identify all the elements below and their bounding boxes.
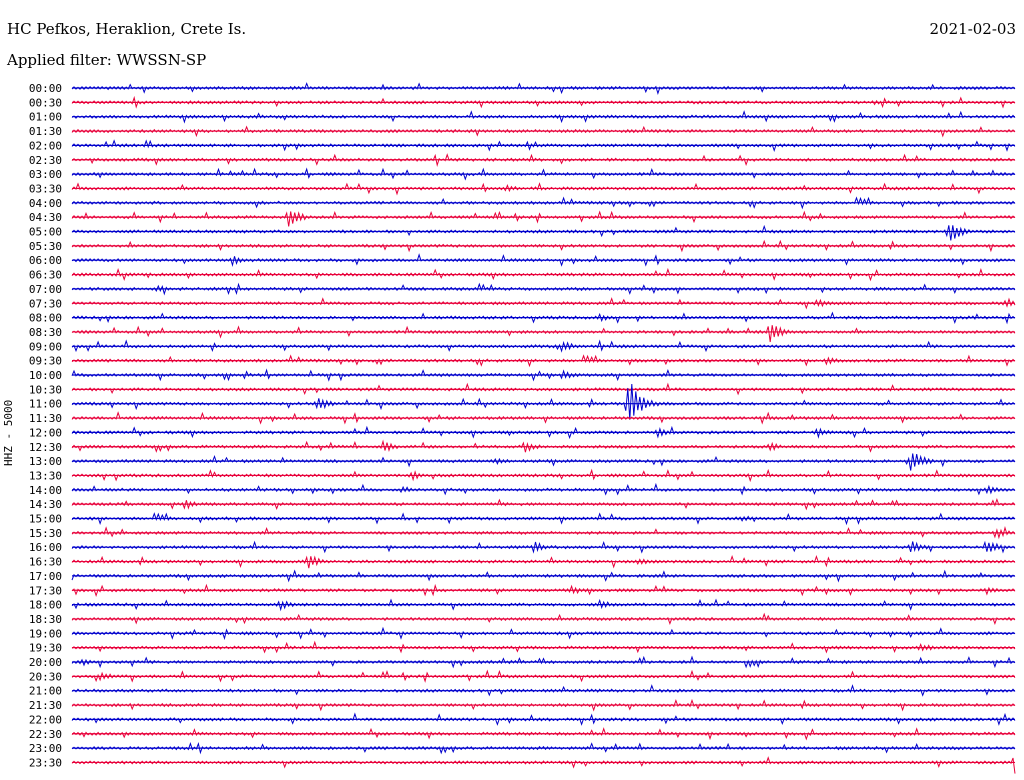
trace-time-label: 07:30 (29, 297, 62, 310)
trace-time-label: 15:00 (29, 513, 62, 526)
trace-time-label: 12:00 (29, 426, 62, 439)
seismic-trace (71, 756, 1016, 774)
trace-time-label: 09:00 (29, 340, 62, 353)
trace-time-label: 20:30 (29, 670, 62, 683)
trace-time-label: 05:30 (29, 240, 62, 253)
trace-time-label: 19:30 (29, 642, 62, 655)
trace-time-label: 06:00 (29, 254, 62, 267)
trace-time-label: 06:30 (29, 269, 62, 282)
trace-time-label: 01:30 (29, 125, 62, 138)
station-title: HC Pefkos, Heraklion, Crete Is. (7, 20, 247, 38)
trace-time-label: 14:30 (29, 498, 62, 511)
trace-time-label: 03:00 (29, 168, 62, 181)
date-label: 2021-02-03 (929, 20, 1016, 38)
trace-time-label: 00:30 (29, 96, 62, 109)
seismic-trace (71, 153, 1016, 167)
trace-time-label: 19:00 (29, 627, 62, 640)
trace-time-label: 23:00 (29, 742, 62, 755)
trace-time-label: 07:00 (29, 283, 62, 296)
trace-time-label: 00:00 (29, 82, 62, 95)
trace-time-label: 04:30 (29, 211, 62, 224)
trace-time-label: 23:30 (29, 756, 62, 769)
seismic-trace (71, 224, 1016, 241)
trace-time-label: 10:30 (29, 383, 62, 396)
trace-time-label: 13:30 (29, 469, 62, 482)
trace-time-label: 04:00 (29, 197, 62, 210)
trace-time-label: 11:00 (29, 398, 62, 411)
trace-time-label: 08:00 (29, 312, 62, 325)
trace-time-label: 02:30 (29, 154, 62, 167)
trace-time-label: 03:30 (29, 182, 62, 195)
trace-time-label: 10:00 (29, 369, 62, 382)
trace-time-label: 21:30 (29, 699, 62, 712)
trace-time-label: 16:00 (29, 541, 62, 554)
trace-time-label: 02:00 (29, 139, 62, 152)
seismic-trace (71, 554, 1016, 569)
trace-time-label: 08:30 (29, 326, 62, 339)
trace-time-label: 20:00 (29, 656, 62, 669)
seismic-trace (71, 210, 1016, 227)
trace-time-label: 12:30 (29, 441, 62, 454)
trace-time-label: 18:00 (29, 599, 62, 612)
trace-time-label: 14:00 (29, 484, 62, 497)
seismic-trace (71, 325, 1016, 343)
seismic-trace (71, 453, 1016, 471)
trace-time-label: 09:30 (29, 355, 62, 368)
trace-time-label: 01:00 (29, 111, 62, 124)
trace-time-label: 18:30 (29, 613, 62, 626)
trace-time-label: 05:00 (29, 226, 62, 239)
trace-time-label: 11:30 (29, 412, 62, 425)
trace-time-label: 17:00 (29, 570, 62, 583)
trace-time-label: 16:30 (29, 556, 62, 569)
trace-time-label: 13:00 (29, 455, 62, 468)
trace-time-label: 22:30 (29, 728, 62, 741)
trace-time-label: 21:00 (29, 685, 62, 698)
trace-time-label: 15:30 (29, 527, 62, 540)
trace-time-label: 17:30 (29, 584, 62, 597)
filter-label: Applied filter: WWSSN-SP (7, 51, 207, 69)
trace-time-label: 22:00 (29, 713, 62, 726)
